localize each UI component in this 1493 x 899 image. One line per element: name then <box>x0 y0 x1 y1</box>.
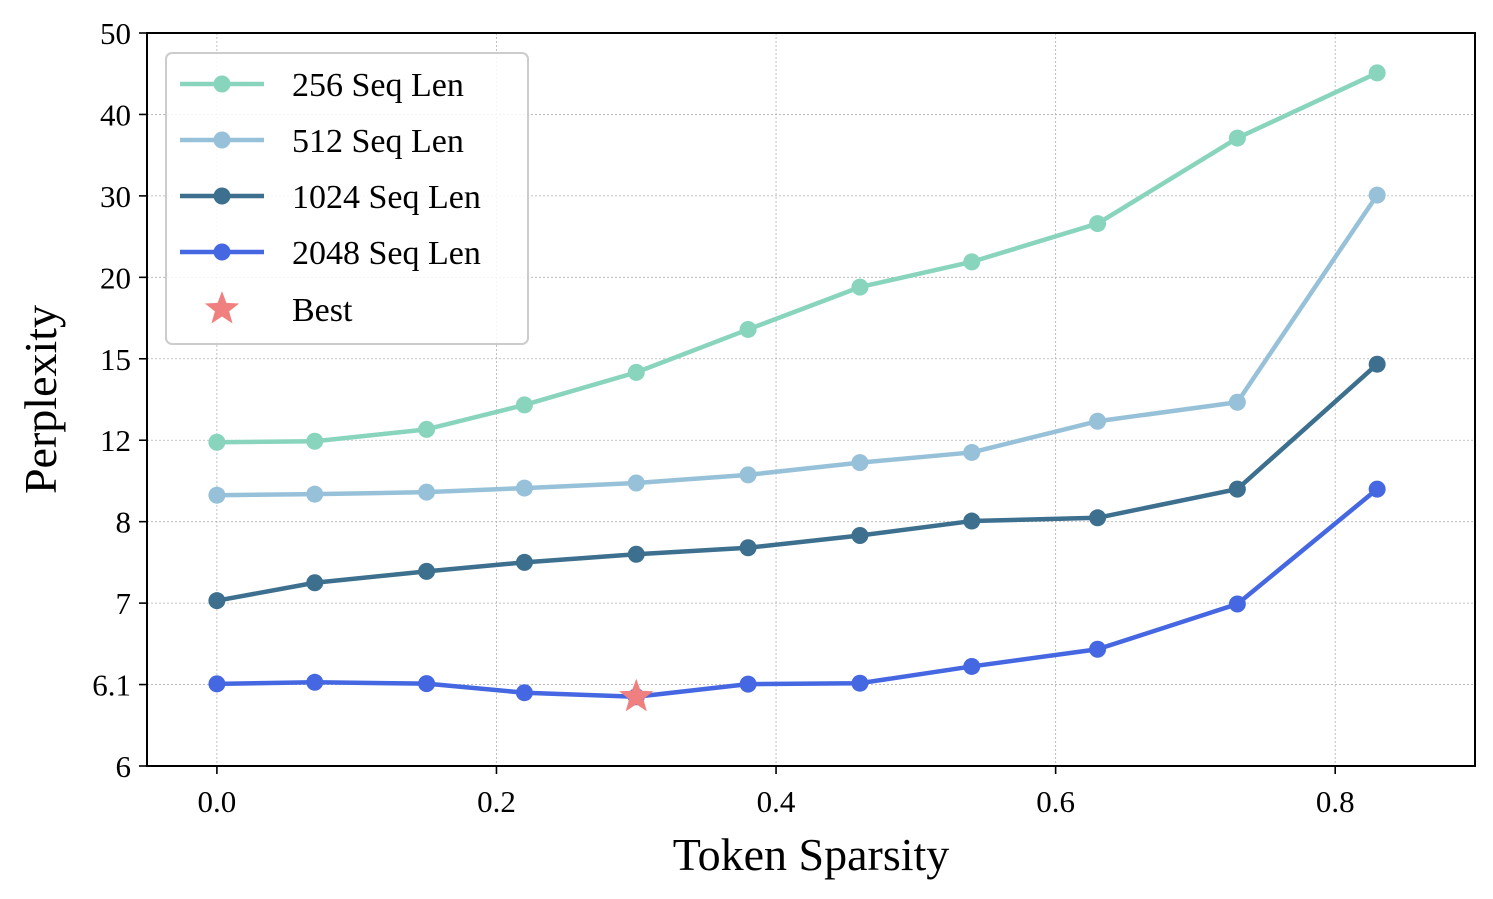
legend-item: 1024 Seq Len <box>180 179 481 216</box>
data-point <box>851 527 869 545</box>
x-tick-label: 0.4 <box>757 784 796 819</box>
data-point <box>739 320 757 338</box>
y-tick-label: 6.1 <box>92 668 131 703</box>
marker-layer <box>619 678 654 712</box>
x-tick-label: 0.0 <box>198 784 237 819</box>
legend-label: 2048 Seq Len <box>292 235 481 272</box>
data-point <box>515 553 533 571</box>
series-1024-seq-len <box>208 355 1386 610</box>
data-point <box>627 363 645 381</box>
y-axis-title: Perplexity <box>15 305 66 494</box>
y-tick-label: 20 <box>100 260 131 295</box>
data-point <box>1228 480 1246 498</box>
data-point <box>418 562 436 580</box>
data-point <box>1089 509 1107 527</box>
data-point <box>306 673 324 691</box>
data-point <box>515 684 533 702</box>
legend-marker-swatch <box>213 187 231 205</box>
y-tick-label: 30 <box>100 179 131 214</box>
data-point <box>851 454 869 472</box>
y-axis-ticks: 6 6.1 7 8 12 15 20 30 40 50 <box>92 16 147 784</box>
legend-marker-swatch <box>213 243 231 261</box>
data-point <box>1368 480 1386 498</box>
data-point <box>418 675 436 693</box>
series-256-seq-len <box>208 64 1386 451</box>
data-point <box>515 396 533 414</box>
y-tick-label: 40 <box>100 97 131 132</box>
data-point <box>306 485 324 503</box>
data-point <box>418 420 436 438</box>
data-point <box>851 278 869 296</box>
legend-label: Best <box>292 292 353 329</box>
y-tick-label: 50 <box>100 16 131 51</box>
y-tick-label: 12 <box>100 423 131 458</box>
legend-star-swatch <box>204 291 240 324</box>
data-point <box>963 657 981 675</box>
data-point <box>739 539 757 557</box>
series-2048-seq-len <box>208 480 1386 706</box>
x-tick-label: 0.6 <box>1036 784 1075 819</box>
y-tick-label: 15 <box>100 342 131 377</box>
data-point <box>418 483 436 501</box>
x-tick-label: 0.8 <box>1316 784 1355 819</box>
data-point <box>963 253 981 271</box>
x-tick-label: 0.2 <box>477 784 516 819</box>
data-point <box>963 512 981 530</box>
legend-label: 1024 Seq Len <box>292 179 481 216</box>
data-point <box>208 486 226 504</box>
data-point <box>739 675 757 693</box>
best-star-marker <box>619 678 654 712</box>
data-point <box>851 674 869 692</box>
y-tick-label: 8 <box>116 505 132 540</box>
series-line <box>214 486 1380 700</box>
data-point <box>1089 640 1107 658</box>
series-layer <box>208 64 1386 706</box>
x-axis-title: Token Sparsity <box>673 829 950 880</box>
legend-item: Best <box>204 291 353 329</box>
data-point <box>1368 355 1386 373</box>
data-point <box>963 443 981 461</box>
data-point <box>515 479 533 497</box>
legend-item: 256 Seq Len <box>180 67 464 104</box>
legend-label: 512 Seq Len <box>292 123 464 160</box>
y-tick-label: 6 <box>116 749 132 784</box>
data-point <box>208 433 226 451</box>
series-line <box>214 361 1380 603</box>
plot-frame <box>146 32 1476 767</box>
data-point <box>1089 215 1107 233</box>
y-tick-label: 7 <box>116 586 132 621</box>
data-point <box>1228 393 1246 411</box>
legend-label: 256 Seq Len <box>292 67 464 104</box>
legend: 256 Seq Len 512 Seq Len 1024 Seq Len 2048 S… <box>165 52 529 345</box>
legend-item: 2048 Seq Len <box>180 235 481 272</box>
x-axis-ticks: 0.0 0.2 0.4 0.6 0.8 <box>198 766 1355 819</box>
data-point <box>627 474 645 492</box>
data-point <box>1368 186 1386 204</box>
data-point <box>306 432 324 450</box>
legend-item: 512 Seq Len <box>180 123 464 160</box>
data-point <box>1228 595 1246 613</box>
legend-marker-swatch <box>213 131 231 149</box>
data-point <box>739 466 757 484</box>
data-point <box>1089 412 1107 430</box>
data-point <box>627 545 645 563</box>
data-point <box>208 592 226 610</box>
series-512-seq-len <box>208 186 1386 504</box>
data-point <box>306 574 324 592</box>
data-point <box>1368 64 1386 82</box>
data-point <box>1228 129 1246 147</box>
data-point <box>208 675 226 693</box>
legend-marker-swatch <box>213 75 231 93</box>
legend-box <box>165 52 529 345</box>
